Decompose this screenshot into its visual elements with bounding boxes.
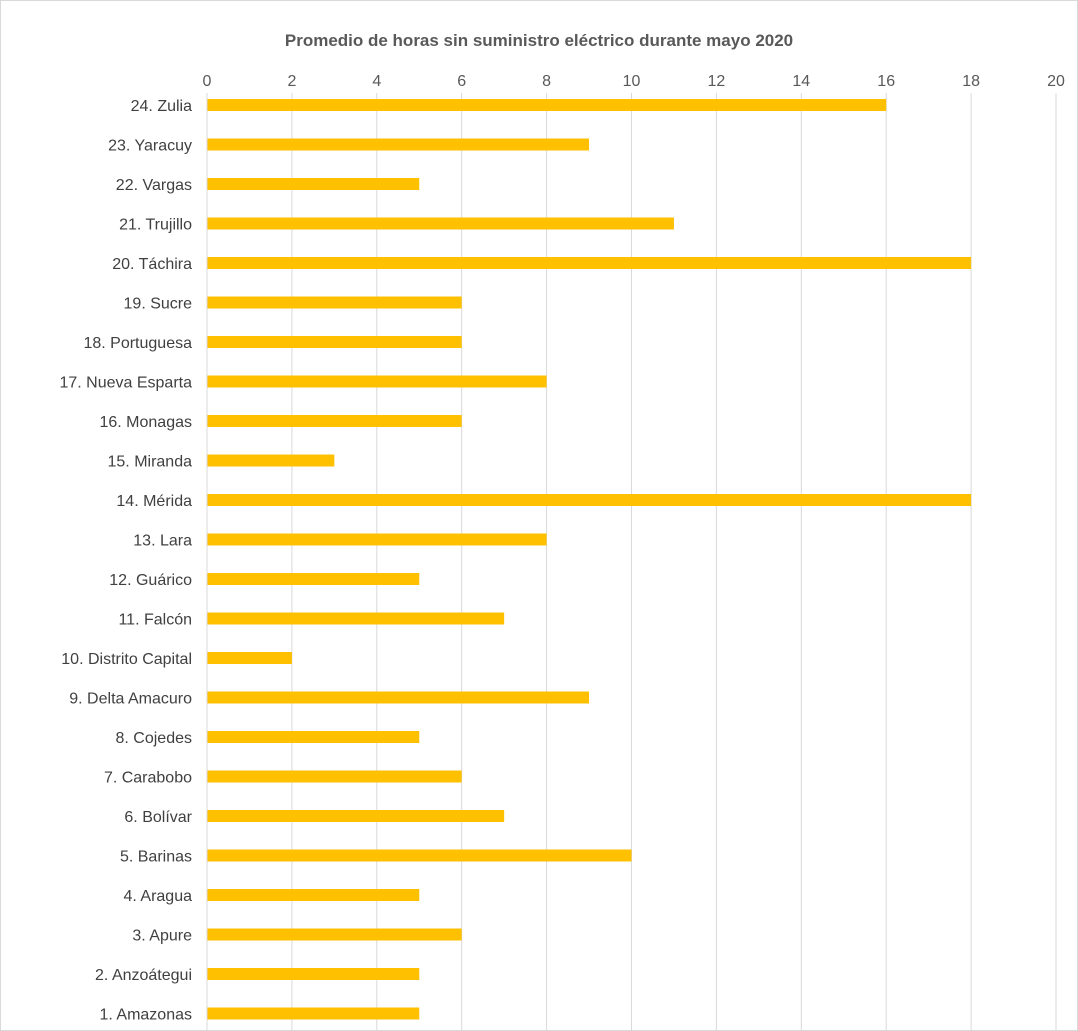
x-tick-label: 16 [877,73,895,90]
bar [207,296,462,309]
category-label: 8. Cojedes [116,730,193,747]
x-tick-label: 4 [372,73,381,90]
bar [207,968,420,980]
category-label: 15. Miranda [108,454,193,471]
bar [207,691,590,704]
bar [207,99,887,111]
category-label: 2. Anzoátegui [95,967,192,984]
bar [207,494,972,506]
category-label: 16. Monagas [99,414,192,431]
bar [207,454,335,467]
x-tick-label: 18 [962,73,980,90]
category-label: 13. Lara [133,533,192,550]
chart-title: Promedio de horas sin suministro eléctri… [284,31,794,50]
category-label: 14. Mérida [116,493,192,510]
bar [207,889,420,901]
category-label: 10. Distrito Capital [61,651,192,668]
bar [207,533,547,546]
bar [207,415,462,427]
category-label: 22. Vargas [116,177,192,194]
category-label: 19. Sucre [124,296,193,313]
category-label: 4. Aragua [124,888,193,905]
category-label: 1. Amazonas [100,1007,193,1024]
bar [207,178,420,190]
bar [207,770,462,783]
category-label: 3. Apure [132,928,192,945]
x-tick-label: 14 [792,73,810,90]
x-tick-label: 20 [1047,73,1065,90]
bar [207,257,972,269]
x-tick-label: 12 [708,73,726,90]
bar [207,731,420,743]
bar [207,573,420,585]
category-label: 24. Zulia [131,98,192,115]
category-label: 11. Falcón [118,612,192,629]
bar [207,612,505,625]
bar [207,1007,420,1020]
x-tick-label: 6 [457,73,466,90]
x-tick-label: 0 [203,73,212,90]
bar [207,928,462,941]
category-label: 20. Táchira [112,256,192,273]
category-label: 17. Nueva Esparta [59,375,192,392]
bar [207,652,292,664]
category-label: 21. Trujillo [119,217,192,234]
x-tick-label: 8 [542,73,551,90]
bar [207,849,632,862]
bar [207,375,547,388]
bar [207,336,462,348]
bar [207,138,590,151]
x-tick-label: 2 [287,73,296,90]
category-label: 6. Bolívar [124,809,192,826]
category-label: 7. Carabobo [104,770,192,787]
category-label: 23. Yaracuy [108,138,192,155]
category-label: 5. Barinas [120,849,192,866]
category-label: 18. Portuguesa [83,335,192,352]
x-tick-label: 10 [623,73,641,90]
category-label: 9. Delta Amacuro [69,691,192,708]
bar [207,217,674,230]
bar [207,810,505,822]
category-label: 12. Guárico [109,572,192,589]
